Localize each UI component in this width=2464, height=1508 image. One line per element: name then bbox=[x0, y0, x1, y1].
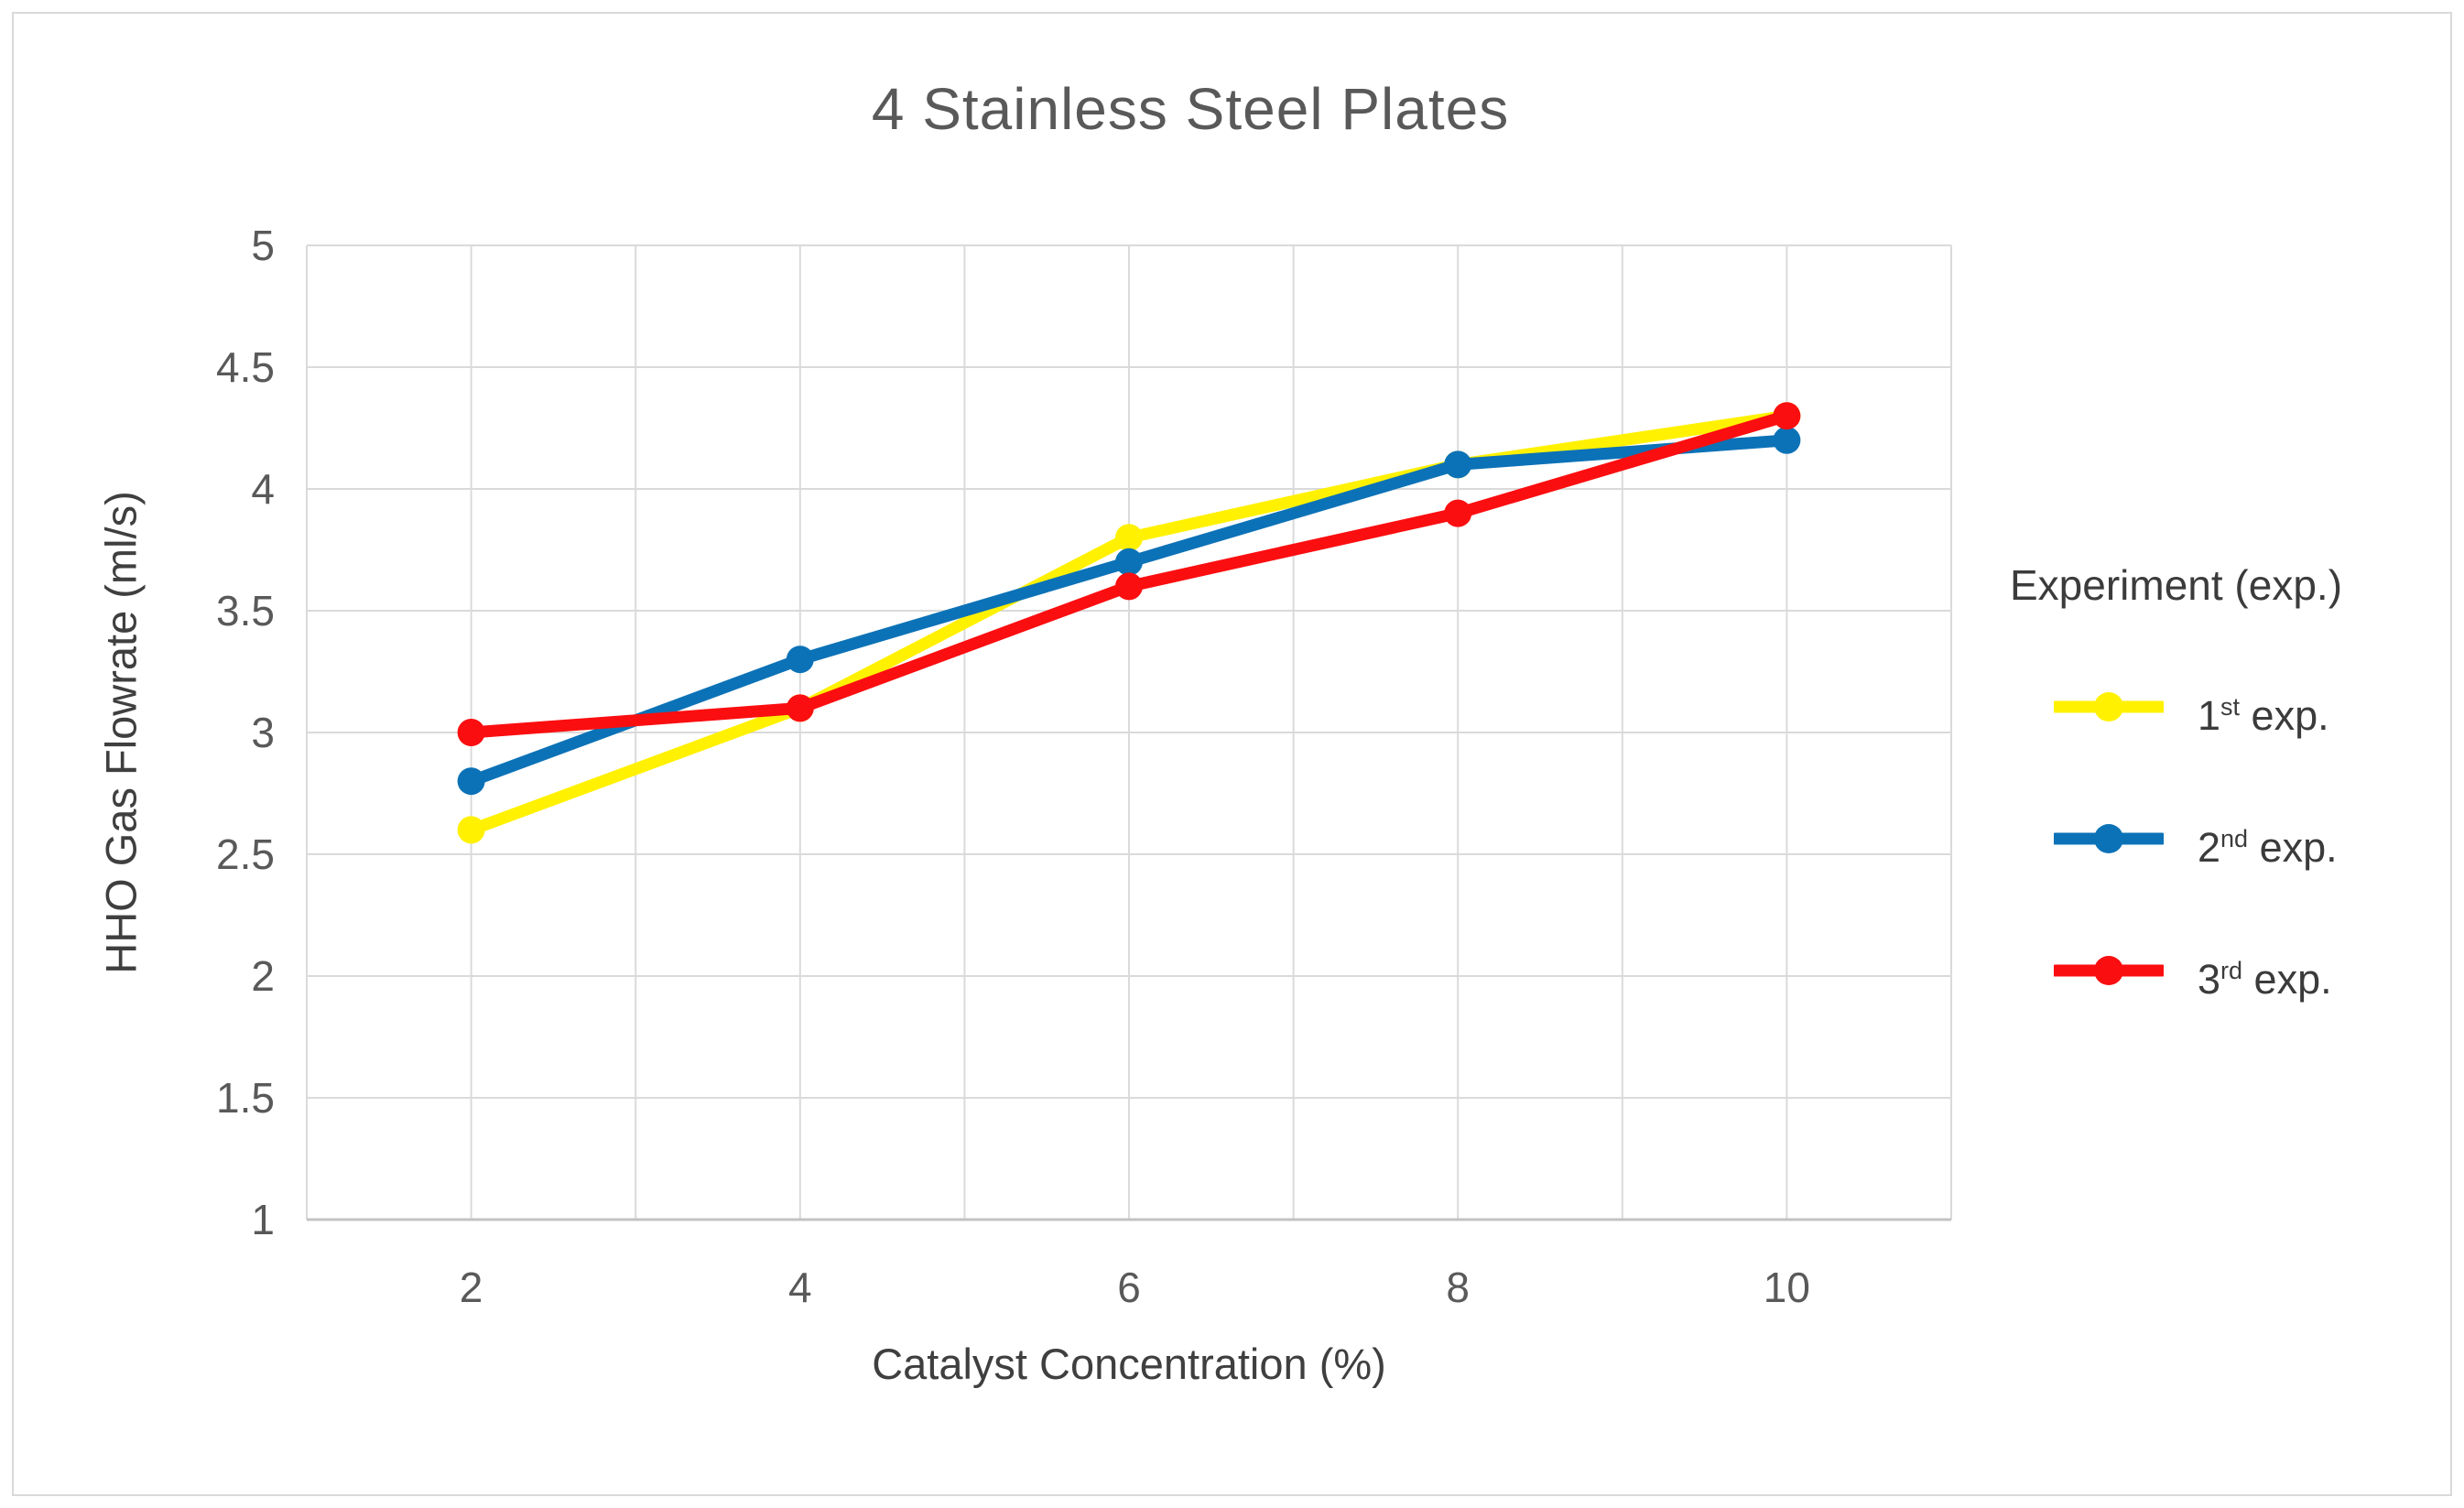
data-point-marker bbox=[786, 646, 814, 674]
y-tick-label: 2.5 bbox=[216, 830, 275, 878]
legend-marker-line bbox=[2054, 824, 2164, 853]
y-tick-label: 3 bbox=[251, 709, 275, 756]
y-tick-label: 3.5 bbox=[216, 587, 275, 635]
y-tick-label: 1 bbox=[251, 1196, 275, 1243]
data-point-marker bbox=[1773, 402, 1801, 430]
data-point-marker bbox=[1444, 499, 1472, 527]
legend-label: 2nd exp. bbox=[2198, 824, 2338, 871]
legend: Experiment (exp.) 1st exp. 2nd exp. 3rd ex… bbox=[2010, 560, 2449, 1036]
data-point-marker bbox=[1115, 548, 1143, 576]
data-point-marker bbox=[786, 694, 814, 722]
x-tick-label: 2 bbox=[459, 1264, 483, 1311]
data-point-marker bbox=[457, 719, 485, 746]
data-point-marker bbox=[457, 816, 485, 844]
chart-title: 4 Stainless Steel Plates bbox=[871, 76, 1510, 142]
legend-marker-line bbox=[2054, 692, 2164, 721]
data-point-marker bbox=[1115, 524, 1143, 552]
x-tick-label: 4 bbox=[788, 1264, 812, 1311]
y-tick-label: 4 bbox=[251, 465, 275, 513]
x-tick-label: 10 bbox=[1763, 1264, 1810, 1311]
legend-title: Experiment (exp.) bbox=[2010, 561, 2343, 609]
data-point-marker bbox=[457, 767, 485, 796]
y-tick-label: 4.5 bbox=[216, 343, 275, 391]
data-point-marker bbox=[1444, 450, 1472, 479]
x-tick-label: 6 bbox=[1117, 1264, 1141, 1311]
y-tick-label: 1.5 bbox=[216, 1074, 275, 1122]
x-axis-title: Catalyst Concentration (%) bbox=[872, 1340, 1386, 1388]
data-point-marker bbox=[1773, 426, 1801, 454]
y-tick-label: 5 bbox=[251, 222, 275, 269]
legend-label: 3rd exp. bbox=[2198, 956, 2332, 1003]
y-tick-label: 2 bbox=[251, 952, 275, 1000]
legend-entry: 1st exp. bbox=[2010, 675, 2449, 739]
legend-entry: 2nd exp. bbox=[2010, 807, 2449, 871]
legend-label: 1st exp. bbox=[2198, 692, 2329, 739]
data-point-marker bbox=[1115, 572, 1143, 601]
legend-marker-line bbox=[2054, 956, 2164, 985]
x-tick-label: 8 bbox=[1446, 1264, 1470, 1311]
legend-entry: 3rd exp. bbox=[2010, 938, 2449, 1003]
